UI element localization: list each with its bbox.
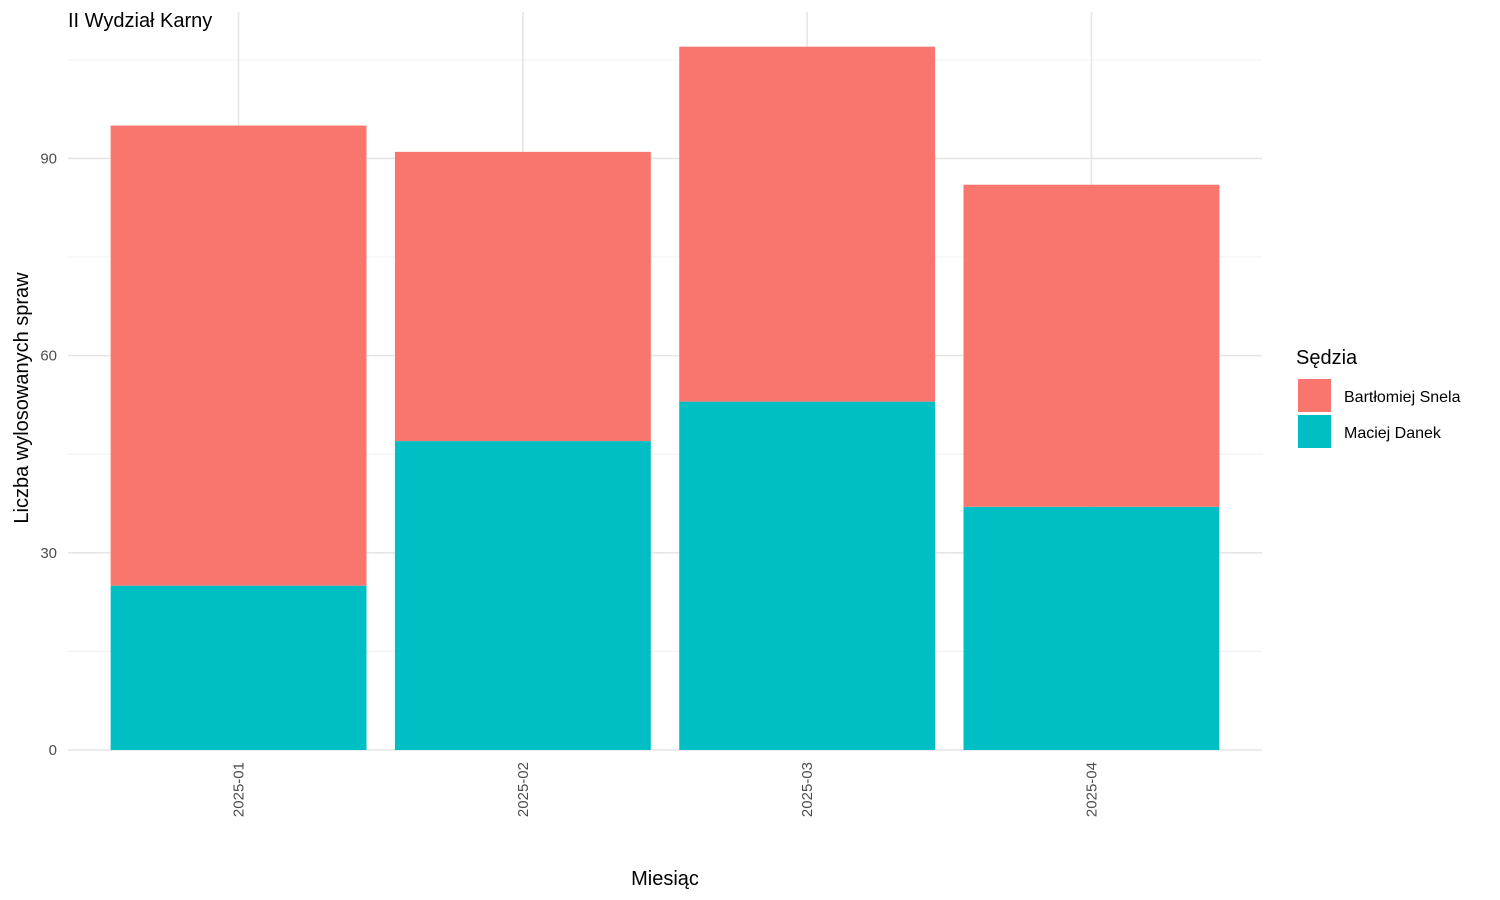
x-tick-label: 2025-04: [1083, 762, 1100, 817]
x-axis-ticks: 2025-01 2025-02 2025-03 2025-04: [231, 762, 1101, 817]
legend-title: Sędzia: [1296, 347, 1358, 369]
bar-segment: [679, 46, 936, 402]
bar-segment: [394, 151, 651, 442]
bar-segment: [963, 506, 1220, 750]
chart-title: II Wydział Karny: [68, 10, 212, 32]
x-tick-label: 2025-02: [515, 762, 532, 817]
bars: [110, 46, 1220, 750]
bar-segment: [963, 184, 1220, 507]
legend-label: Maciej Danek: [1344, 425, 1442, 442]
bar-segment: [679, 401, 936, 750]
legend-swatch: [1298, 379, 1331, 412]
y-tick-label: 0: [49, 742, 57, 759]
bar-segment: [394, 441, 651, 750]
y-axis-title: Liczba wylosowanych spraw: [11, 272, 33, 524]
legend: Sędzia Bartłomiej Snela Maciej Danek: [1296, 347, 1461, 448]
x-tick-label: 2025-01: [231, 762, 248, 817]
y-axis-ticks: 0 30 60 90: [40, 150, 57, 759]
y-tick-label: 30: [40, 545, 57, 562]
bar-segment: [110, 125, 367, 586]
y-tick-label: 90: [40, 150, 57, 167]
legend-swatch: [1298, 415, 1331, 448]
bar-segment: [110, 585, 367, 750]
legend-label: Bartłomiej Snela: [1344, 389, 1461, 406]
y-tick-label: 60: [40, 348, 57, 365]
x-axis-title: Miesiąc: [631, 868, 699, 890]
x-tick-label: 2025-03: [799, 762, 816, 817]
